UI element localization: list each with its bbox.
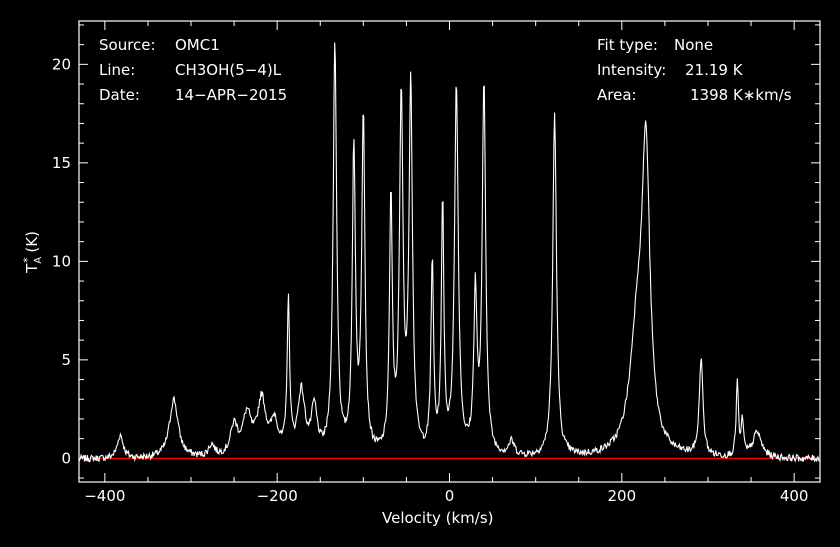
fit-type-value: None bbox=[674, 36, 714, 54]
area-value: 1398 K∗km/s bbox=[690, 86, 792, 104]
y-axis-title-unit: (K) bbox=[23, 231, 41, 253]
y-axis-title: TA* (K) bbox=[21, 231, 44, 273]
y-axis-title-sup: * bbox=[21, 257, 34, 263]
x-tick-label: 0 bbox=[445, 487, 455, 505]
y-axis-title-sub: A bbox=[33, 256, 44, 264]
x-tick-label: 400 bbox=[780, 487, 809, 505]
y-tick-label: 0 bbox=[61, 449, 71, 467]
x-tick-label: 200 bbox=[608, 487, 637, 505]
x-tick-label: −400 bbox=[84, 487, 125, 505]
plot-frame bbox=[78, 20, 821, 483]
area-label: Area: bbox=[597, 86, 637, 104]
x-tick-labels: −400 −200 0 200 400 bbox=[84, 487, 808, 505]
y-tick-label: 10 bbox=[52, 252, 71, 270]
line-label: Line: bbox=[99, 61, 136, 79]
y-tick-label: 15 bbox=[52, 154, 71, 172]
intensity-label: Intensity: bbox=[597, 61, 667, 79]
intensity-value: 21.19 K bbox=[685, 61, 743, 79]
fit-type-label: Fit type: bbox=[597, 36, 658, 54]
date-label: Date: bbox=[99, 86, 140, 104]
x-tick-label: −200 bbox=[257, 487, 298, 505]
source-value: OMC1 bbox=[175, 36, 220, 54]
source-label: Source: bbox=[99, 36, 156, 54]
y-axis-title-main: T bbox=[23, 263, 41, 273]
line-value: CH3OH(5−4)L bbox=[175, 61, 282, 79]
y-tick-label: 20 bbox=[52, 55, 71, 73]
y-tick-label: 5 bbox=[61, 351, 71, 369]
x-axis-title: Velocity (km/s) bbox=[382, 509, 494, 527]
spectrum-trace bbox=[78, 42, 820, 463]
y-tick-labels: 0 5 10 15 20 bbox=[52, 55, 71, 467]
date-value: 14−APR−2015 bbox=[175, 86, 288, 104]
